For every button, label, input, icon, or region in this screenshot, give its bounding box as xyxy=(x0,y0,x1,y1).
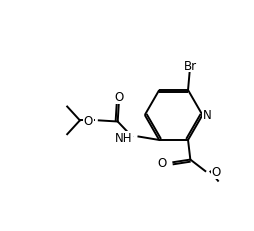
Text: O: O xyxy=(157,156,166,169)
Text: Br: Br xyxy=(183,59,196,72)
Text: NH: NH xyxy=(114,132,132,145)
Text: O: O xyxy=(210,165,219,178)
Text: O: O xyxy=(114,91,123,104)
Text: O: O xyxy=(84,114,93,127)
Text: N: N xyxy=(202,109,211,122)
